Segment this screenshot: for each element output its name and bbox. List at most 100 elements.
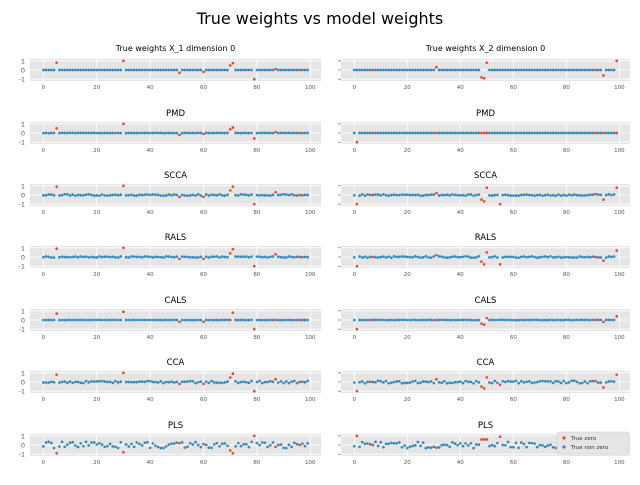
point-true-zero — [228, 449, 232, 452]
point-true-non-zero — [395, 193, 399, 197]
point-true-non-zero — [236, 381, 240, 385]
point-true-non-zero — [604, 68, 608, 72]
point-true-non-zero — [306, 68, 309, 72]
point-true-non-zero — [84, 318, 88, 322]
point-true-non-zero — [156, 445, 160, 449]
point-true-non-zero — [578, 131, 581, 135]
point-true-non-zero — [284, 256, 288, 259]
point-true-zero — [231, 185, 235, 189]
point-true-non-zero — [612, 380, 616, 383]
point-true-non-zero — [212, 131, 216, 135]
point-true-non-zero — [458, 380, 462, 384]
point-true-non-zero — [295, 131, 299, 135]
point-true-non-zero — [488, 318, 491, 322]
x-tick-label: 100 — [305, 397, 316, 403]
point-true-non-zero — [74, 255, 77, 258]
point-true-non-zero — [186, 255, 189, 259]
point-true-non-zero — [250, 318, 253, 322]
point-true-non-zero — [443, 193, 446, 197]
point-true-non-zero — [247, 318, 251, 322]
point-true-non-zero — [525, 380, 528, 384]
point-true-non-zero — [207, 68, 211, 72]
point-true-non-zero — [244, 380, 248, 384]
point-true-non-zero — [223, 255, 227, 259]
y-tick-label: 1 — [21, 120, 25, 128]
point-true-non-zero — [424, 193, 428, 197]
point-true-non-zero — [119, 255, 123, 258]
point-true-non-zero — [405, 381, 409, 385]
x-tick-label: 100 — [614, 397, 625, 403]
point-true-non-zero — [167, 380, 171, 384]
point-true-non-zero — [63, 445, 67, 449]
y-tick-label: 1 — [21, 307, 25, 315]
point-true-non-zero — [384, 256, 388, 259]
point-true-non-zero — [390, 381, 393, 385]
point-true-non-zero — [575, 131, 579, 135]
x-tick-label: 0 — [42, 397, 46, 403]
point-true-non-zero — [352, 444, 356, 448]
point-true-non-zero — [199, 380, 203, 384]
point-true-non-zero — [154, 444, 157, 448]
point-true-non-zero — [268, 379, 272, 383]
point-true-non-zero — [276, 68, 280, 72]
point-true-non-zero — [247, 68, 251, 72]
point-true-non-zero — [496, 381, 499, 385]
point-true-non-zero — [79, 68, 83, 72]
point-true-non-zero — [50, 131, 53, 135]
point-true-non-zero — [236, 68, 240, 72]
point-true-non-zero — [127, 131, 131, 135]
point-true-non-zero — [159, 68, 163, 72]
point-true-non-zero — [562, 193, 566, 197]
x-tick-label: 40 — [147, 335, 154, 341]
point-true-non-zero — [279, 131, 283, 135]
point-true-non-zero — [610, 193, 613, 197]
point-true-non-zero — [284, 131, 288, 135]
point-true-non-zero — [167, 68, 171, 72]
point-true-non-zero — [175, 193, 179, 197]
point-true-non-zero — [559, 194, 563, 198]
point-true-non-zero — [236, 255, 240, 259]
point-true-zero — [480, 260, 483, 263]
point-true-non-zero — [586, 131, 589, 135]
point-true-non-zero — [366, 318, 369, 322]
point-true-non-zero — [188, 379, 192, 383]
point-true-non-zero — [511, 68, 515, 72]
point-true-non-zero — [432, 193, 436, 196]
x-tick-label: 40 — [457, 210, 464, 216]
point-true-zero — [435, 318, 438, 322]
point-true-non-zero — [519, 379, 523, 383]
point-true-non-zero — [76, 255, 80, 259]
point-true-non-zero — [363, 255, 367, 259]
point-true-non-zero — [100, 443, 104, 446]
point-true-zero — [122, 450, 125, 454]
point-true-non-zero — [300, 442, 304, 446]
point-true-zero — [228, 127, 232, 131]
point-true-non-zero — [162, 381, 165, 385]
point-true-zero — [602, 259, 605, 263]
point-true-non-zero — [119, 68, 123, 72]
point-true-non-zero — [76, 131, 80, 135]
point-true-non-zero — [106, 255, 109, 258]
point-true-non-zero — [464, 442, 467, 445]
point-true-non-zero — [557, 193, 560, 197]
point-true-non-zero — [451, 68, 454, 72]
point-true-non-zero — [44, 131, 48, 135]
point-true-non-zero — [493, 444, 497, 448]
point-true-non-zero — [575, 68, 579, 72]
point-true-non-zero — [554, 318, 558, 322]
point-true-non-zero — [543, 131, 547, 135]
point-true-non-zero — [538, 131, 542, 135]
point-true-non-zero — [395, 68, 399, 72]
point-true-non-zero — [522, 380, 526, 384]
point-true-non-zero — [244, 318, 248, 322]
point-true-non-zero — [204, 255, 208, 259]
point-true-non-zero — [466, 255, 470, 258]
point-true-non-zero — [458, 255, 462, 259]
point-true-non-zero — [504, 318, 507, 322]
point-true-non-zero — [358, 194, 361, 198]
point-true-non-zero — [87, 444, 91, 447]
point-true-non-zero — [440, 255, 444, 259]
point-true-non-zero — [509, 318, 513, 322]
